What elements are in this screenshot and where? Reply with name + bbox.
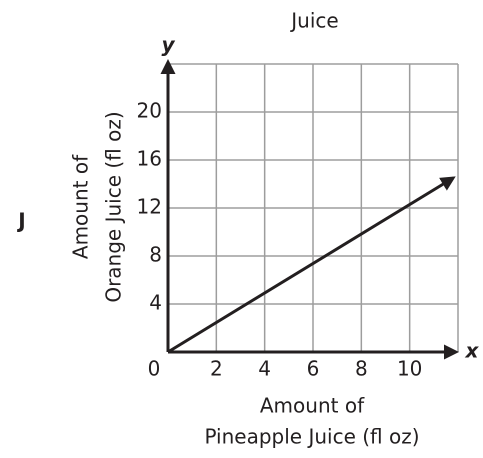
chart-title: Juice [289,9,338,33]
x-tick-label: 6 [307,357,320,381]
x-tick-label: 2 [210,357,223,381]
x-axis-label: Pineapple Juice (fl oz) [204,425,419,449]
y-tick-label: 16 [137,147,162,171]
x-axis-letter: x [465,339,480,363]
x-tick-label: 10 [397,357,422,381]
y-tick-label: 4 [149,291,162,315]
y-tick-label: 12 [137,195,162,219]
y-axis-label: Orange Juice (fl oz) [102,111,126,302]
x-axis-label: Amount of [260,394,365,418]
y-axis-label: Amount of [69,154,93,259]
answer-label: J [16,209,25,233]
y-tick-label: 8 [149,243,162,267]
x-tick-label: 8 [355,357,368,381]
y-tick-label: 20 [137,99,162,123]
x-tick-label: 4 [258,357,271,381]
data-line [167,176,456,354]
y-axis-letter: y [161,33,175,57]
x-tick-label: 0 [148,357,161,381]
